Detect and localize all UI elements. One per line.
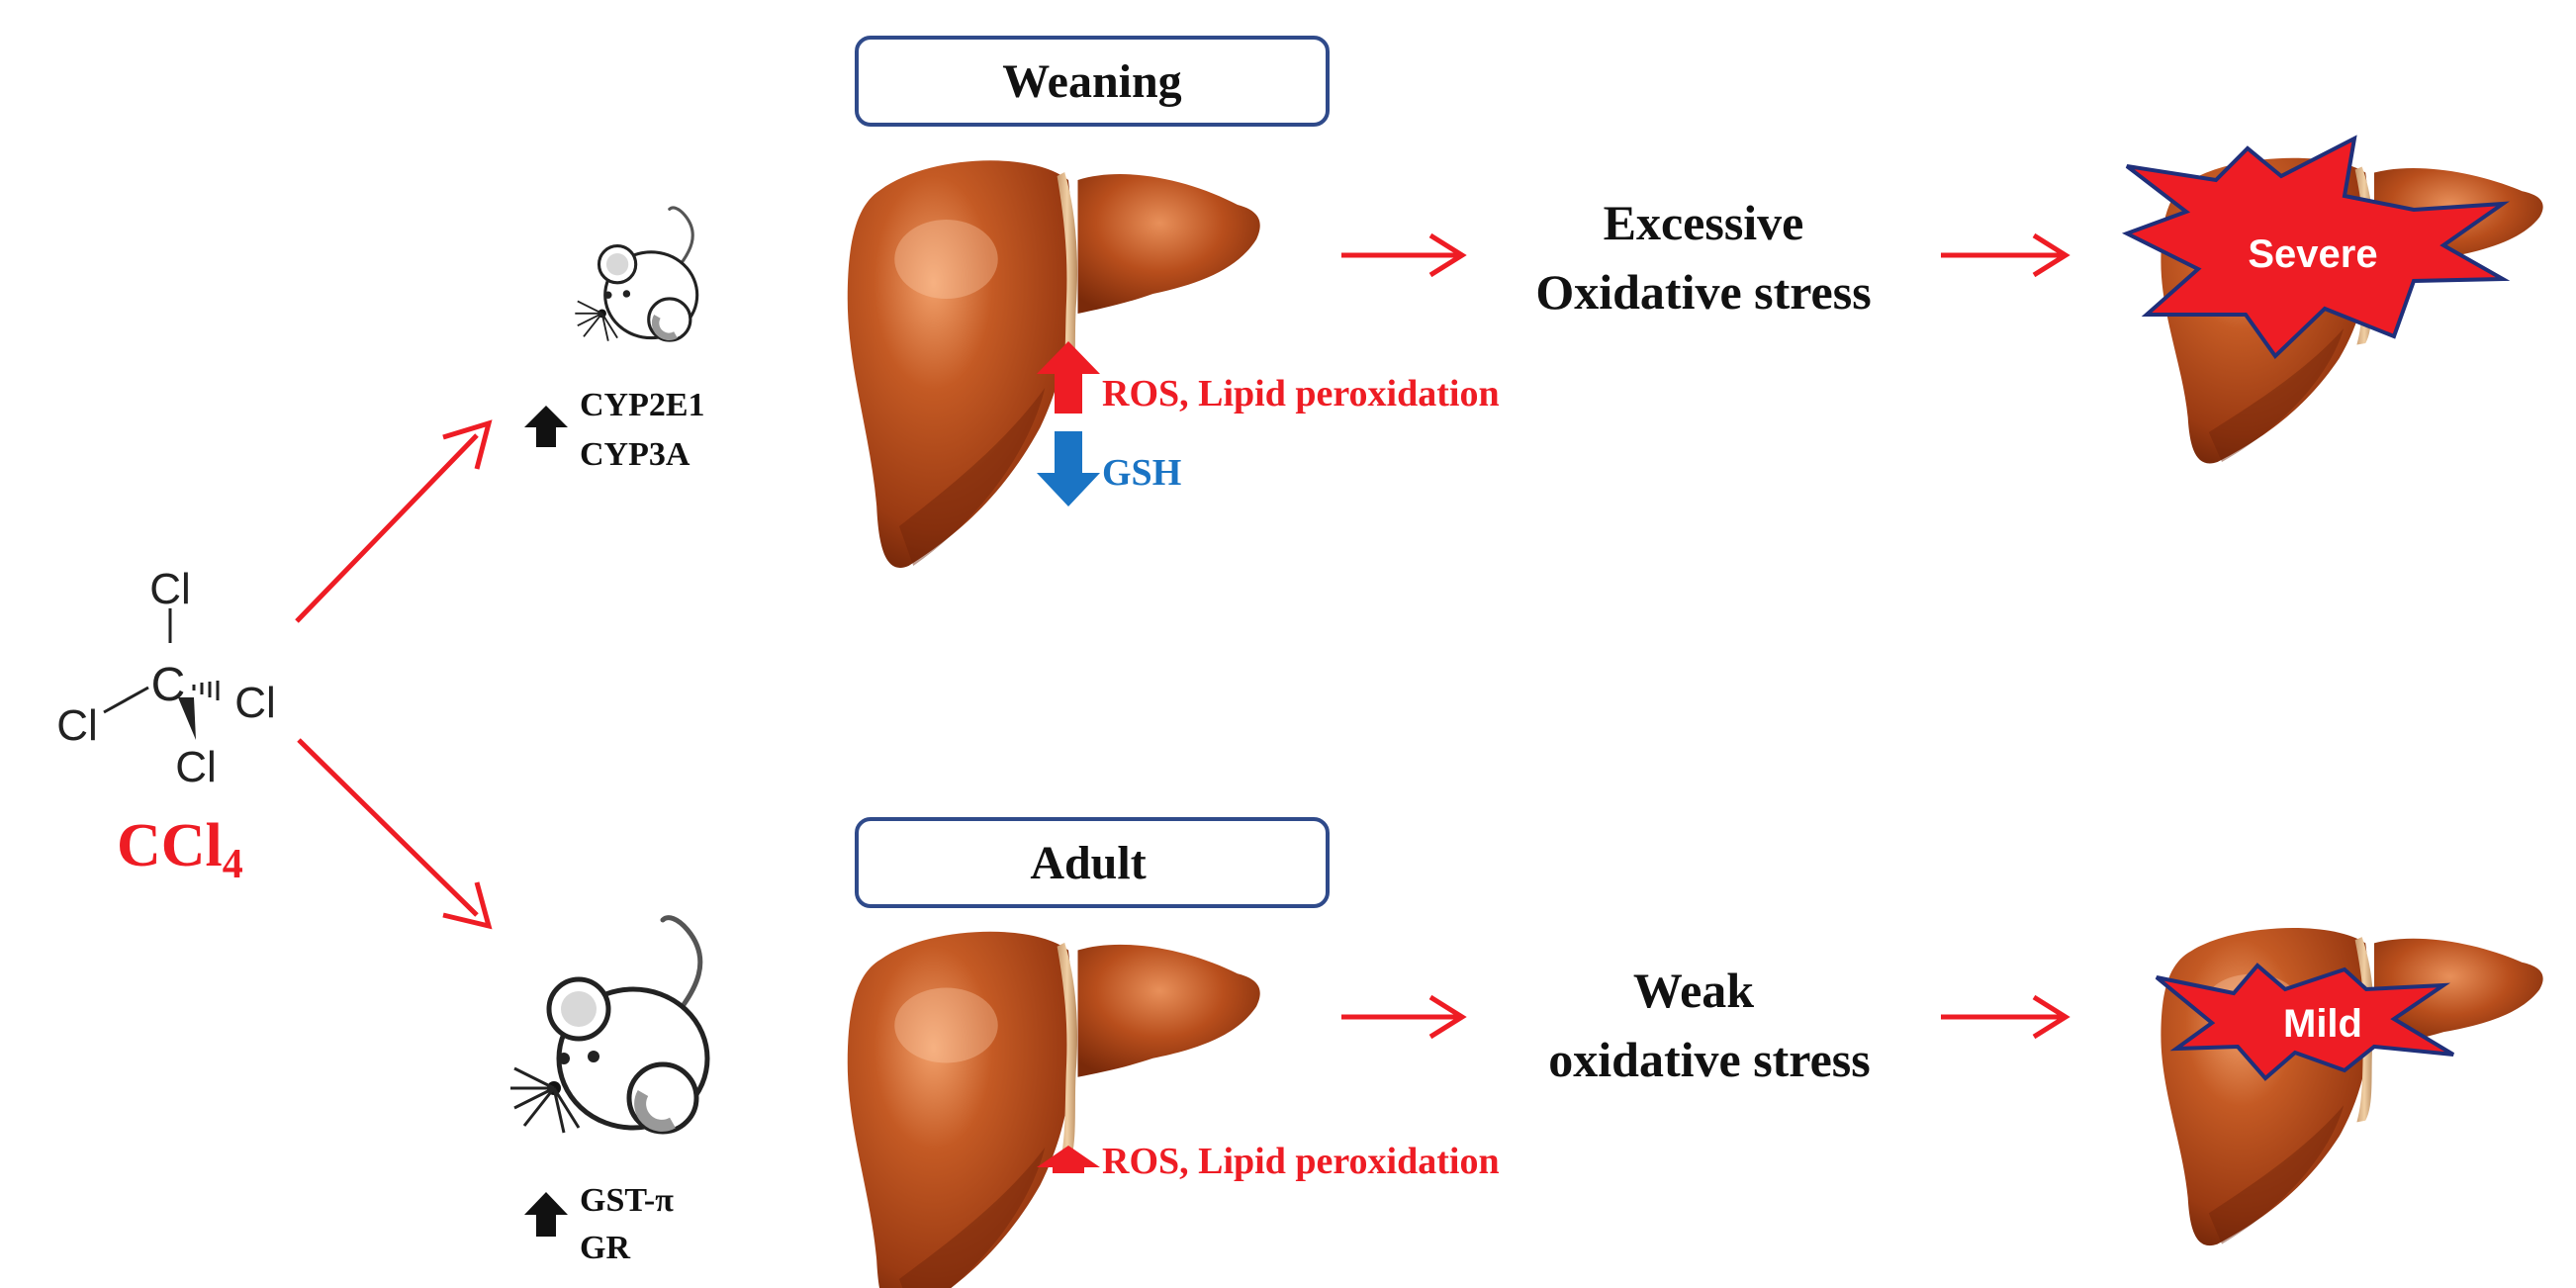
severe-burst	[2121, 135, 2511, 360]
ros-small-up-arrow	[1037, 1146, 1100, 1173]
weaning-enzyme-1: CYP2E1	[580, 387, 705, 423]
adult-stress-line-1: Weak	[1633, 963, 1754, 1018]
adult-ros-marker: ROS, Lipid peroxidation	[1037, 1141, 1500, 1182]
weaning-mouse-illustration	[575, 208, 696, 341]
weaning-gsh-text: GSH	[1102, 452, 1181, 494]
bond-left	[103, 686, 149, 714]
weaning-gsh-marker: GSH	[1037, 431, 1181, 506]
bond-right-hashed	[192, 681, 220, 700]
weaning-ros-marker: ROS, Lipid peroxidation	[1037, 341, 1500, 414]
adult-enzyme-up-arrow	[524, 1192, 568, 1237]
adult-enzyme-1: GST-π	[580, 1182, 674, 1219]
weaning-enzyme-2: CYP3A	[580, 436, 690, 473]
ccl4-formula: CCl4	[117, 812, 243, 887]
atom-carbon: C	[151, 659, 186, 711]
weaning-pathway: Weaning CYP2E1 CYP3A ROS, Lipid peroxida…	[524, 36, 2543, 568]
atom-cl-left: Cl	[56, 701, 98, 750]
adult-label: Adult	[1030, 837, 1146, 889]
weaning-label: Weaning	[1002, 55, 1181, 108]
weaning-stress-line-1: Excessive	[1604, 195, 1804, 250]
ccl4-molecule: C Cl Cl Cl Cl CCl4	[56, 565, 276, 887]
adult-outcome-label: Mild	[2283, 1002, 2362, 1046]
adult-enzyme-2: GR	[580, 1230, 630, 1266]
adult-enzymes: GST-π GR	[524, 1182, 674, 1266]
adult-arrow-2	[1941, 994, 2070, 1040]
atom-cl-top: Cl	[149, 565, 191, 613]
adult-liver	[847, 931, 1260, 1288]
weaning-arrow-2	[1941, 232, 2070, 278]
arrow-ccl4-to-weaning	[295, 419, 493, 623]
arrow-ccl4-to-adult	[297, 738, 493, 930]
adult-stress-line-2: oxidative stress	[1548, 1032, 1870, 1087]
atom-cl-right: Cl	[234, 679, 276, 727]
weaning-stress-line-2: Oxidative stress	[1535, 264, 1871, 320]
mild-burst	[2155, 963, 2455, 1081]
adult-pathway: Adult GST-π GR ROS, Lipid peroxidation W…	[510, 817, 2543, 1288]
atom-cl-bottom: Cl	[175, 743, 217, 791]
weaning-ros-text: ROS, Lipid peroxidation	[1102, 373, 1500, 414]
adult-mouse-illustration	[510, 918, 707, 1133]
weaning-outcome-label: Severe	[2248, 232, 2377, 276]
ros-up-arrow	[1037, 341, 1100, 414]
weaning-label-box	[855, 36, 1330, 127]
weaning-arrow-1	[1341, 232, 1467, 278]
adult-label-box	[855, 817, 1330, 908]
bond-bottom-wedge	[178, 697, 196, 740]
gsh-down-arrow	[1037, 431, 1100, 506]
adult-arrow-1	[1341, 994, 1467, 1040]
weaning-enzyme-up-arrow	[524, 406, 568, 447]
adult-ros-text: ROS, Lipid peroxidation	[1102, 1141, 1500, 1182]
weaning-enzymes: CYP2E1 CYP3A	[524, 387, 705, 473]
